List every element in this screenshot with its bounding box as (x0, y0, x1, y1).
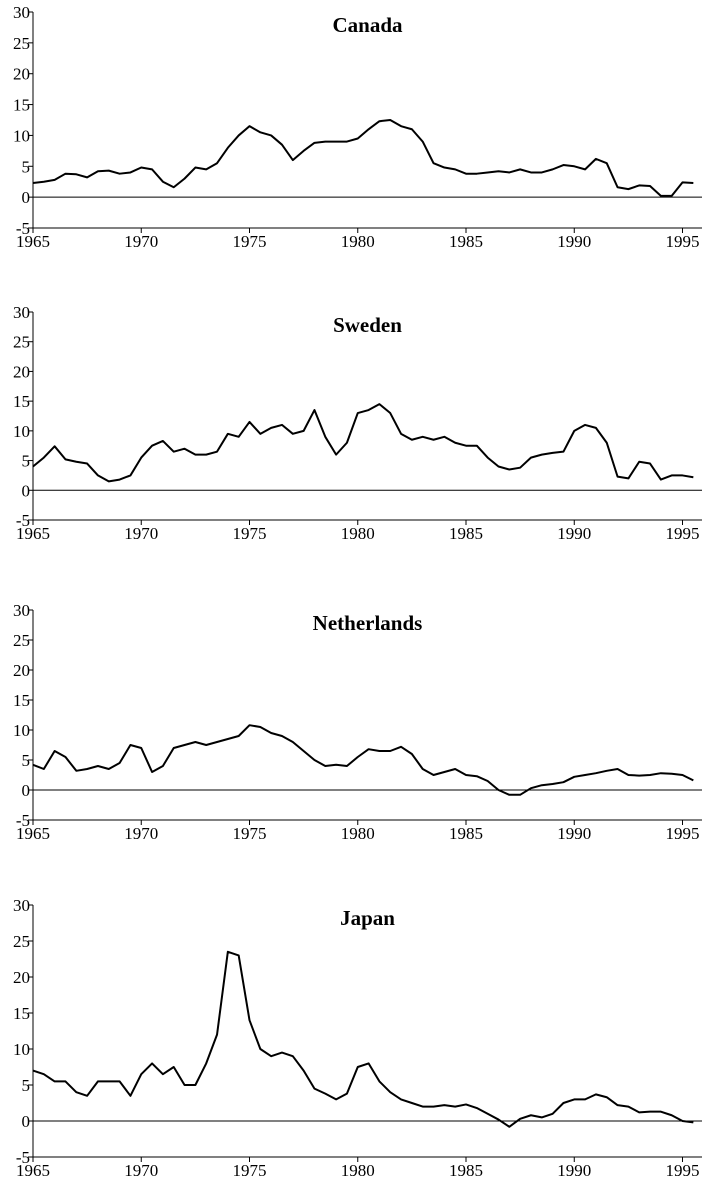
y-tick-label: 25 (13, 631, 30, 650)
y-tick-label: 0 (22, 481, 31, 500)
data-line (32, 119, 694, 197)
y-tick-label: 0 (22, 188, 31, 207)
x-tick-label: 1990 (557, 524, 591, 543)
x-tick-label: 1975 (233, 824, 267, 843)
y-tick-label: 15 (13, 1004, 30, 1023)
y-tick-label: 30 (13, 3, 30, 22)
x-tick-label: 1995 (666, 824, 700, 843)
x-tick-label: 1985 (449, 824, 483, 843)
y-tick-label: 25 (13, 34, 30, 53)
y-tick-label: 10 (13, 422, 30, 441)
x-tick-label: 1995 (666, 1161, 700, 1180)
x-tick-label: 1970 (124, 232, 158, 251)
x-tick-label: 1965 (16, 232, 50, 251)
x-tick-label: 1965 (16, 824, 50, 843)
x-tick-label: 1975 (233, 524, 267, 543)
x-tick-label: 1980 (341, 232, 375, 251)
y-tick-label: 0 (22, 781, 31, 800)
x-tick-label: 1985 (449, 1161, 483, 1180)
y-tick-label: 0 (22, 1112, 31, 1131)
y-tick-label: -5 (16, 1148, 30, 1167)
x-tick-label: 1980 (341, 1161, 375, 1180)
y-tick-label: 5 (22, 751, 31, 770)
x-tick-label: 1980 (341, 824, 375, 843)
x-tick-label: 1965 (16, 524, 50, 543)
y-tick-label: 15 (13, 96, 30, 115)
y-tick-label: 10 (13, 126, 30, 145)
y-tick-label: 20 (13, 362, 30, 381)
chart-title: Netherlands (313, 611, 423, 635)
x-tick-label: 1990 (557, 232, 591, 251)
x-tick-label: 1980 (341, 524, 375, 543)
x-tick-label: 1965 (16, 1161, 50, 1180)
y-tick-label: 30 (13, 601, 30, 620)
y-tick-label: -5 (16, 511, 30, 530)
y-tick-label: 5 (22, 452, 31, 471)
x-tick-label: 1985 (449, 232, 483, 251)
data-line (32, 724, 694, 796)
y-tick-label: 15 (13, 392, 30, 411)
y-tick-label: 30 (13, 303, 30, 322)
x-tick-label: 1995 (666, 232, 700, 251)
x-tick-label: 1985 (449, 524, 483, 543)
x-tick-label: 1970 (124, 524, 158, 543)
x-tick-label: 1970 (124, 824, 158, 843)
chart-title: Sweden (333, 313, 402, 337)
y-tick-label: 20 (13, 661, 30, 680)
x-tick-label: 1990 (557, 824, 591, 843)
x-tick-label: 1990 (557, 1161, 591, 1180)
y-tick-label: 5 (22, 157, 31, 176)
y-tick-label: 10 (13, 721, 30, 740)
x-tick-label: 1975 (233, 1161, 267, 1180)
y-tick-label: 30 (13, 896, 30, 915)
y-tick-label: 10 (13, 1040, 30, 1059)
y-tick-label: 25 (13, 932, 30, 951)
chart-title: Japan (340, 906, 395, 930)
data-line (32, 950, 694, 1128)
chart-title: Canada (332, 13, 403, 37)
data-line (32, 403, 694, 483)
x-tick-label: 1995 (666, 524, 700, 543)
y-tick-label: -5 (16, 219, 30, 238)
y-tick-label: -5 (16, 811, 30, 830)
x-tick-label: 1975 (233, 232, 267, 251)
y-tick-label: 20 (13, 65, 30, 84)
y-tick-label: 20 (13, 968, 30, 987)
y-tick-label: 15 (13, 691, 30, 710)
y-tick-label: 25 (13, 333, 30, 352)
x-tick-label: 1970 (124, 1161, 158, 1180)
y-tick-label: 5 (22, 1076, 31, 1095)
